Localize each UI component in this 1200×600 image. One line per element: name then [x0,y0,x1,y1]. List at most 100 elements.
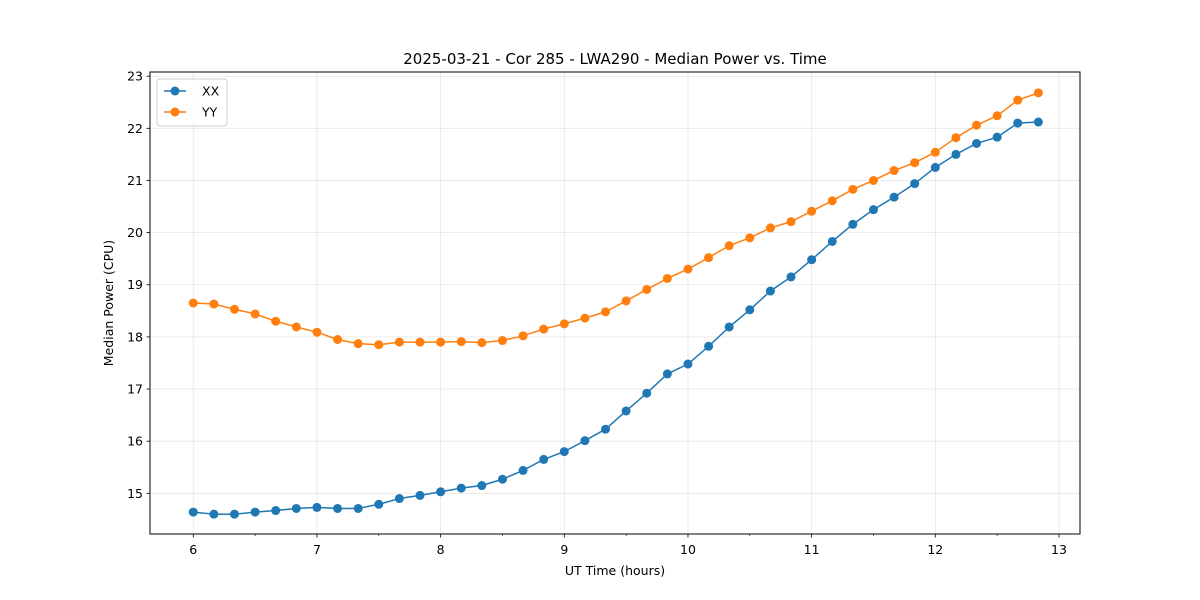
x-tick-label: 8 [437,542,445,557]
data-point-yy [230,304,240,314]
data-point-yy [827,196,837,206]
y-axis-label: Median Power (CPU) [101,240,116,366]
series-xx [188,117,1043,519]
data-point-yy [580,313,590,323]
data-point-yy [951,133,961,143]
data-point-yy [848,184,858,194]
data-point-xx [910,179,920,189]
data-point-xx [209,509,219,519]
x-tick-label: 6 [189,542,197,557]
series-layer [188,88,1043,519]
data-point-xx [436,487,446,497]
data-point-yy [765,223,775,233]
data-point-xx [889,192,899,202]
data-point-xx [848,219,858,229]
data-point-xx [539,454,549,464]
data-point-xx [1033,117,1043,127]
data-point-xx [992,132,1002,142]
data-point-xx [477,481,487,491]
data-point-xx [456,483,466,493]
y-tick-label: 23 [127,69,143,84]
y-tick-label: 19 [127,277,143,292]
data-point-xx [827,236,837,246]
data-point-xx [374,499,384,509]
data-point-xx [662,369,672,379]
data-point-xx [1013,118,1023,128]
data-point-yy [518,331,528,341]
y-tick-label: 22 [127,121,143,136]
data-point-yy [704,253,714,263]
data-point-xx [972,138,982,148]
grid [150,72,1080,534]
data-point-xx [807,255,817,265]
legend-marker-yy [170,107,180,117]
data-point-yy [786,217,796,227]
legend: XX YY [156,78,228,127]
chart-title: 2025-03-21 - Cor 285 - LWA290 - Median P… [403,50,827,68]
data-point-yy [312,327,322,337]
data-point-xx [415,490,425,500]
data-point-yy [992,111,1002,121]
data-point-xx [580,436,590,446]
data-point-xx [868,205,878,215]
data-point-yy [559,319,569,329]
data-point-xx [786,272,796,282]
data-point-xx [601,424,611,434]
data-point-yy [621,296,631,306]
data-point-yy [683,264,693,274]
x-tick-label: 11 [804,542,820,557]
plot-area-frame [149,71,1081,535]
data-point-xx [353,503,363,513]
data-point-xx [765,286,775,296]
data-point-yy [250,309,260,319]
data-point-yy [601,307,611,317]
data-point-yy [333,335,343,345]
data-point-yy [1013,95,1023,105]
data-point-xx [704,341,714,351]
data-point-yy [353,339,363,349]
y-tick-label: 18 [127,329,143,344]
data-point-xx [271,506,281,516]
data-point-yy [188,298,198,308]
x-tick-label: 13 [1051,542,1067,557]
data-point-xx [394,494,404,504]
y-tick-label: 17 [127,382,143,397]
data-point-yy [374,340,384,350]
data-point-yy [868,175,878,185]
data-point-yy [642,284,652,294]
data-point-xx [188,507,198,517]
data-point-yy [972,120,982,130]
x-tick-label: 9 [560,542,568,557]
legend-label-xx: XX [202,84,220,99]
data-point-yy [539,324,549,334]
data-point-yy [477,338,487,348]
data-point-xx [930,162,940,172]
data-point-xx [642,388,652,398]
series-yy [188,88,1043,350]
legend-label-yy: YY [201,105,218,120]
data-point-xx [724,322,734,332]
data-point-yy [930,147,940,157]
data-point-yy [497,336,507,346]
data-point-xx [559,447,569,457]
data-point-xx [291,503,301,513]
data-point-yy [436,337,446,347]
y-tick-label: 15 [127,486,143,501]
y-tick-label: 16 [127,434,143,449]
x-tick-label: 12 [927,542,943,557]
data-point-yy [910,158,920,168]
data-point-yy [662,273,672,283]
y-tick-label: 20 [127,225,143,240]
data-point-xx [621,406,631,416]
data-point-yy [724,241,734,251]
legend-entry-xx: XX [164,84,220,99]
legend-entry-yy: YY [164,105,218,120]
data-point-xx [683,359,693,369]
data-point-yy [271,316,281,326]
data-point-yy [394,337,404,347]
x-tick-label: 10 [680,542,696,557]
data-point-xx [951,149,961,159]
data-point-yy [456,337,466,347]
y-tick-label: 21 [127,173,143,188]
